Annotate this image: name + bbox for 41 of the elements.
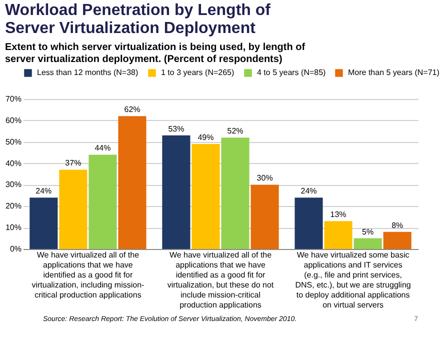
bar <box>354 238 382 249</box>
legend-label: Less than 12 months (N=38) <box>37 68 139 77</box>
bar <box>294 198 323 249</box>
y-tick-label: 50% <box>5 137 22 146</box>
bar <box>250 184 279 249</box>
data-label: 30% <box>256 174 273 183</box>
data-label: 49% <box>198 133 214 142</box>
data-label: 44% <box>94 144 111 153</box>
bar <box>324 221 352 249</box>
data-label: 62% <box>124 105 140 114</box>
x-tick-label: We have virtualized all of the applications that we have identified as a good fit for virtualization, including mission-critical production applications <box>32 250 145 300</box>
bar <box>59 170 88 249</box>
data-label: 53% <box>168 124 184 134</box>
bar <box>88 154 117 249</box>
data-label: 52% <box>227 126 244 136</box>
y-tick-label: 70% <box>5 94 22 104</box>
bar <box>162 135 190 249</box>
data-label: 24% <box>36 186 52 196</box>
x-tick-label: We have virtualized some basic applications and IT services (e.g., file and print services, DNS, etc.), but we are struggling to deploy additional applications on virtual servers <box>295 250 411 310</box>
y-tick-label: 10% <box>5 223 22 232</box>
chart-title: Workload Penetration by Length of Server Virtualization Deployment <box>4 2 272 37</box>
data-label: 13% <box>330 210 346 220</box>
y-tick-label: 30% <box>5 180 22 190</box>
bar <box>30 198 58 249</box>
bar <box>383 232 412 249</box>
y-tick-label: 60% <box>5 116 22 125</box>
data-label: 37% <box>65 158 82 168</box>
data-label: 8% <box>392 220 404 230</box>
bar <box>118 116 146 249</box>
x-tick-label: We have virtualized all of the applications that we have identified as a good fit for virtualization, but these do not include mission-critical production applications <box>167 250 274 310</box>
y-tick-label: 0% <box>10 244 22 254</box>
y-tick-label: 40% <box>5 158 22 168</box>
legend-label: 4 to 5 years (N=85) <box>257 68 326 77</box>
legend-label: 1 to 3 years (N=265) <box>161 68 234 77</box>
data-label: 5% <box>362 227 374 236</box>
chart-subtitle: Extent to which server virtualization is being used, by length of server virtualization deployment. (Percent of respondents) <box>4 42 306 65</box>
y-tick-label: 20% <box>5 202 22 211</box>
data-label: 24% <box>300 186 317 196</box>
bar <box>221 138 250 249</box>
legend-label: More than 5 years (N=71) <box>348 68 440 77</box>
bar <box>192 144 220 249</box>
